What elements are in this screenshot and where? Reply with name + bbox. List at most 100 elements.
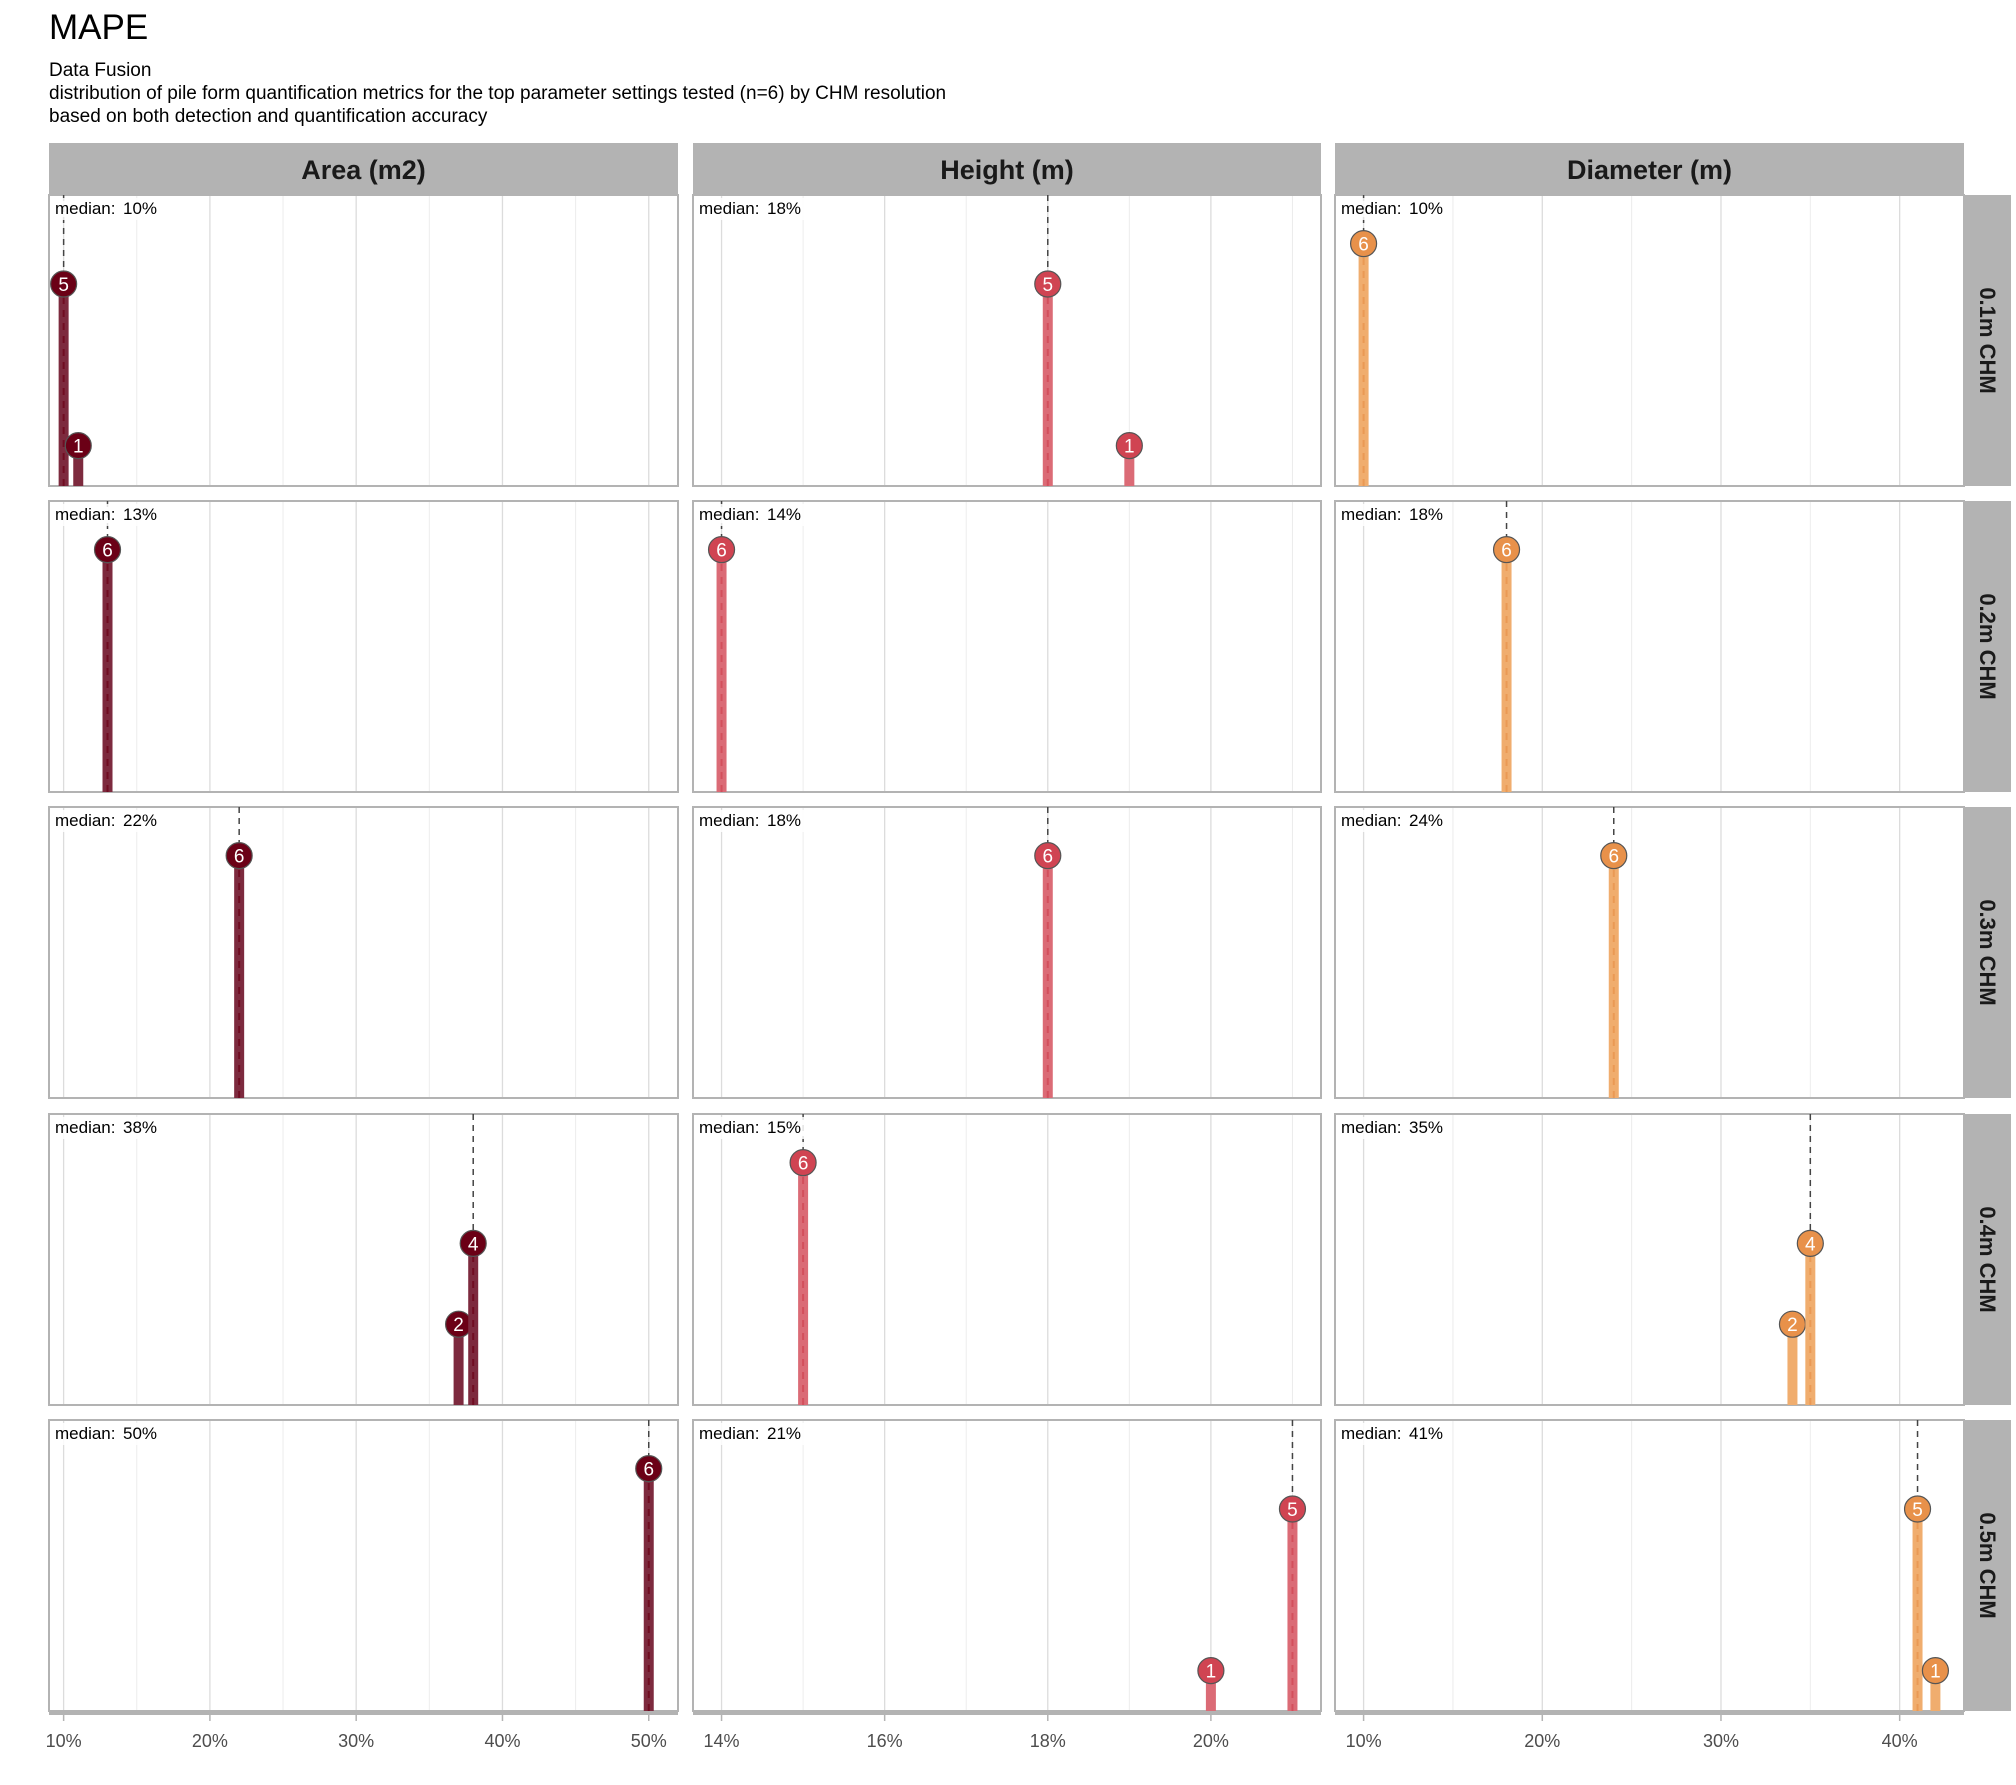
lollipop-point <box>1197 1656 1225 1685</box>
lollipop-point <box>1492 535 1521 564</box>
median-caption: median: <box>1341 199 1401 218</box>
panel-background <box>693 501 1321 792</box>
panel-border <box>692 194 1322 487</box>
point-count-label: 6 <box>716 541 727 562</box>
facet-label-column: Area (m2) <box>301 155 426 185</box>
median-value: 14% <box>767 505 801 524</box>
point-count-label: 2 <box>453 1315 464 1336</box>
median-caption: median: <box>1341 1424 1401 1443</box>
median-value: 18% <box>767 811 801 830</box>
median-caption: median: <box>699 505 759 524</box>
panel-background <box>49 195 678 486</box>
point-count-label: 5 <box>1287 1500 1298 1521</box>
panel-border <box>48 194 679 487</box>
point-count-label: 1 <box>1206 1662 1217 1683</box>
median-value: 24% <box>1409 811 1443 830</box>
lollipop-point <box>1349 230 1378 258</box>
panel-background <box>693 1114 1321 1405</box>
panel-border <box>1334 806 1965 1099</box>
facet-strip-column <box>49 143 678 195</box>
x-tick-label: 30% <box>1703 1731 1739 1751</box>
median-value: 10% <box>123 199 157 218</box>
panel-border <box>1334 1113 1965 1406</box>
panel-background <box>693 195 1321 486</box>
panel-border <box>692 500 1322 793</box>
median-label-background <box>52 198 164 220</box>
point-count-label: 4 <box>468 1234 479 1255</box>
median-label-background <box>696 810 808 832</box>
facet-label-row: 0.3m CHM <box>1975 899 2000 1005</box>
facet-strip-row <box>1964 1420 2011 1711</box>
panel-border <box>1334 500 1965 793</box>
chart-subtitle-2: distribution of pile form quantification… <box>49 83 947 104</box>
median-label-background <box>52 810 164 832</box>
median-label-background <box>696 198 808 220</box>
panel-background <box>49 1114 678 1405</box>
facet-strip-column <box>693 143 1321 195</box>
median-caption: median: <box>1341 1118 1401 1137</box>
point-count-label: 6 <box>1042 847 1053 868</box>
point-count-label: 5 <box>1912 1500 1923 1521</box>
x-tick-label: 10% <box>1346 1731 1382 1751</box>
median-label-background <box>52 1423 164 1445</box>
point-count-label: 6 <box>643 1460 654 1481</box>
point-count-label: 6 <box>234 847 245 868</box>
median-value: 50% <box>123 1424 157 1443</box>
lollipop-point <box>50 270 78 298</box>
lollipop-point <box>1115 432 1143 460</box>
lollipop-point <box>64 432 92 460</box>
lollipop-point <box>1034 841 1062 870</box>
median-label-background <box>1338 504 1450 526</box>
facet-label-column: Height (m) <box>940 155 1073 185</box>
panel-background <box>1335 1114 1964 1405</box>
median-label-background <box>696 504 808 526</box>
lollipop-point <box>1921 1656 1950 1685</box>
median-label-background <box>1338 1117 1450 1139</box>
lollipop-point <box>635 1454 663 1483</box>
facet-strip-column <box>1335 143 1964 195</box>
point-count-label: 6 <box>1358 235 1369 256</box>
lollipop-point <box>1600 841 1628 870</box>
median-label-background <box>52 1117 164 1139</box>
median-value: 21% <box>767 1424 801 1443</box>
lollipop-point <box>1034 270 1062 298</box>
lollipop-point <box>789 1148 817 1177</box>
facet-label-row: 0.4m CHM <box>1975 1206 2000 1312</box>
panel-background <box>1335 195 1964 486</box>
panel-background <box>1335 1420 1964 1711</box>
panel-border <box>48 1113 679 1406</box>
median-label-background <box>1338 198 1450 220</box>
lollipop-point <box>225 841 253 870</box>
point-count-label: 1 <box>1124 437 1135 458</box>
point-count-label: 1 <box>1930 1662 1941 1683</box>
panel-border <box>48 806 679 1099</box>
median-caption: median: <box>699 1118 759 1137</box>
median-label-background <box>1338 810 1450 832</box>
facet-strip-row <box>1964 195 2011 486</box>
median-value: 22% <box>123 811 157 830</box>
lollipop-point <box>1278 1495 1307 1523</box>
chart-title: MAPE <box>49 8 149 47</box>
point-count-label: 6 <box>798 1154 809 1175</box>
panel-border <box>1334 194 1965 487</box>
median-caption: median: <box>55 811 115 830</box>
x-tick-label: 50% <box>631 1731 667 1751</box>
median-caption: median: <box>55 199 115 218</box>
lollipop-point <box>707 535 736 564</box>
facet-strip-row <box>1964 501 2011 792</box>
point-count-label: 1 <box>73 437 84 458</box>
median-caption: median: <box>55 1118 115 1137</box>
median-value: 18% <box>767 199 801 218</box>
median-caption: median: <box>699 199 759 218</box>
x-tick-label: 20% <box>192 1731 228 1751</box>
lollipop-point <box>93 535 122 564</box>
x-tick-label: 10% <box>46 1731 82 1751</box>
lollipop-point <box>459 1229 487 1258</box>
panel-background <box>693 1420 1321 1711</box>
panel-border <box>48 500 679 793</box>
median-caption: median: <box>55 505 115 524</box>
x-tick-label: 18% <box>1030 1731 1066 1751</box>
median-value: 38% <box>123 1118 157 1137</box>
facet-strip-row <box>1964 1114 2011 1405</box>
